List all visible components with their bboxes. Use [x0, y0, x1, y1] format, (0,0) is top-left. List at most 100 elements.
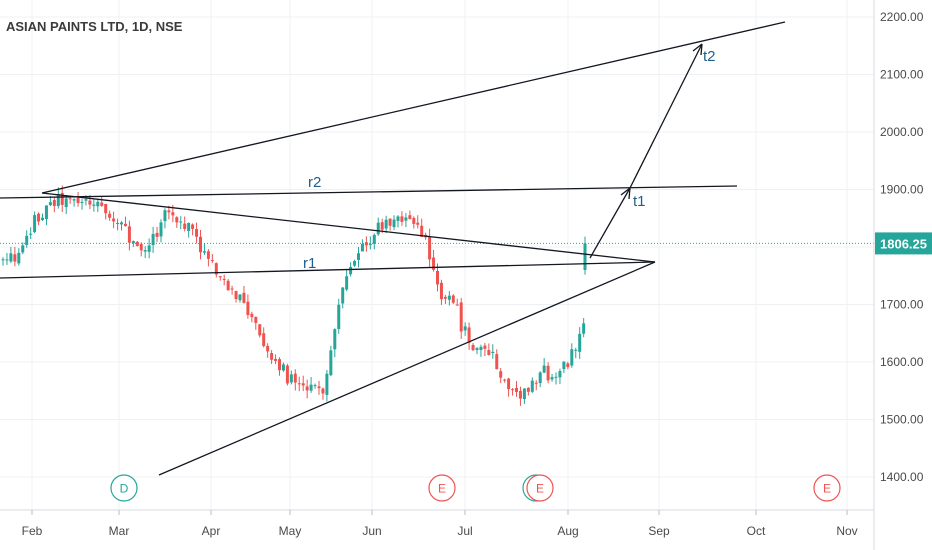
candle-body: [104, 203, 108, 214]
arrow-head: [620, 187, 631, 200]
candle-body: [226, 280, 230, 291]
candle-body: [471, 344, 475, 351]
candle-body: [222, 278, 226, 280]
annotation-t1[interactable]: t1: [633, 193, 646, 210]
candle-body: [270, 353, 274, 360]
candle-body: [562, 361, 566, 370]
candle-body: [570, 349, 574, 366]
trend-line[interactable]: [158, 261, 656, 476]
candle-body: [451, 295, 455, 303]
candle-body: [214, 263, 218, 275]
candle-body: [68, 198, 72, 200]
candle-body: [455, 304, 459, 306]
candle-body: [13, 254, 17, 262]
candle-body: [100, 202, 104, 206]
candle-body: [333, 329, 337, 350]
annotation-r2[interactable]: r2: [308, 174, 321, 191]
candle-body: [96, 201, 100, 207]
candle-body: [234, 291, 238, 300]
candle-body: [558, 371, 562, 378]
candle-body: [281, 364, 285, 371]
y-tick-label: 2000.00: [880, 125, 924, 139]
y-tick-label: 1600.00: [880, 355, 924, 369]
candle-body: [206, 251, 210, 259]
event-marker-label: E: [438, 482, 446, 496]
candle-body: [432, 257, 436, 270]
y-tick-label: 2100.00: [880, 68, 924, 82]
candle-body: [396, 216, 400, 221]
candle-body: [289, 374, 293, 383]
event-marker-label: D: [120, 482, 129, 496]
candle-body: [285, 365, 289, 384]
candle-body: [337, 304, 341, 330]
x-tick-label: May: [279, 524, 302, 538]
candle-body: [353, 260, 357, 266]
annotation-t2[interactable]: t2: [703, 48, 716, 65]
trend-line[interactable]: [629, 43, 703, 189]
candle-body: [167, 210, 171, 213]
candle-body: [9, 253, 13, 262]
candle-body: [17, 252, 21, 264]
annotation-r1[interactable]: r1: [303, 255, 316, 272]
candle-body: [526, 387, 530, 392]
x-tick-label: Jul: [457, 524, 472, 538]
candle-body: [507, 378, 511, 390]
candle-body: [582, 323, 586, 334]
candle-body: [76, 198, 80, 204]
candle-body: [301, 383, 305, 386]
x-tick-label: Feb: [22, 524, 43, 538]
event-marker[interactable]: [526, 474, 554, 502]
candle-body: [420, 225, 424, 237]
event-marker[interactable]: [110, 474, 138, 502]
candle-body: [250, 313, 254, 318]
candle-body: [463, 326, 467, 331]
candle-body: [175, 217, 179, 223]
candle-body: [44, 205, 48, 220]
candle-body: [163, 210, 167, 222]
candle-body: [56, 193, 60, 206]
event-marker[interactable]: [813, 474, 841, 502]
candle-body: [360, 243, 364, 252]
trend-line[interactable]: [0, 261, 656, 279]
candle-body: [88, 200, 92, 205]
candle-body: [52, 199, 56, 206]
candle-body: [131, 241, 135, 244]
trend-line[interactable]: [589, 187, 631, 259]
candle-body: [33, 215, 37, 233]
candle-body: [428, 236, 432, 260]
candle-body: [483, 345, 487, 349]
x-tick-label: Apr: [202, 524, 221, 538]
trend-line[interactable]: [0, 185, 738, 199]
candle-body: [246, 301, 250, 316]
candle-body: [64, 198, 68, 208]
candle-body: [538, 372, 542, 384]
candle-body: [92, 204, 96, 206]
candle-body: [258, 324, 262, 336]
event-marker[interactable]: [428, 474, 456, 502]
candle-body: [416, 222, 420, 225]
y-tick-label: 1400.00: [880, 470, 924, 484]
candle-body: [41, 217, 44, 221]
candle-body: [546, 365, 550, 381]
candle-body: [313, 385, 317, 387]
candle-body: [574, 349, 578, 351]
candle-body: [266, 345, 270, 352]
candle-body: [499, 371, 503, 378]
trend-line[interactable]: [41, 21, 786, 194]
candle-body: [349, 266, 353, 275]
x-axis: Feb Mar Apr May Jun Jul Aug Sep Oct Nov: [22, 510, 858, 538]
candle-body: [120, 222, 123, 225]
candle-body: [139, 243, 143, 251]
candle-body: [554, 376, 558, 378]
candle-body: [443, 296, 447, 299]
candle-body: [309, 384, 313, 391]
candle-body: [447, 295, 451, 300]
annotations: r1 r2 t1 t2: [303, 48, 716, 272]
trend-line[interactable]: [41, 192, 656, 263]
candle-body: [195, 229, 199, 237]
candle-body: [392, 219, 396, 228]
candle-body: [151, 233, 155, 246]
candle-body: [108, 213, 112, 218]
